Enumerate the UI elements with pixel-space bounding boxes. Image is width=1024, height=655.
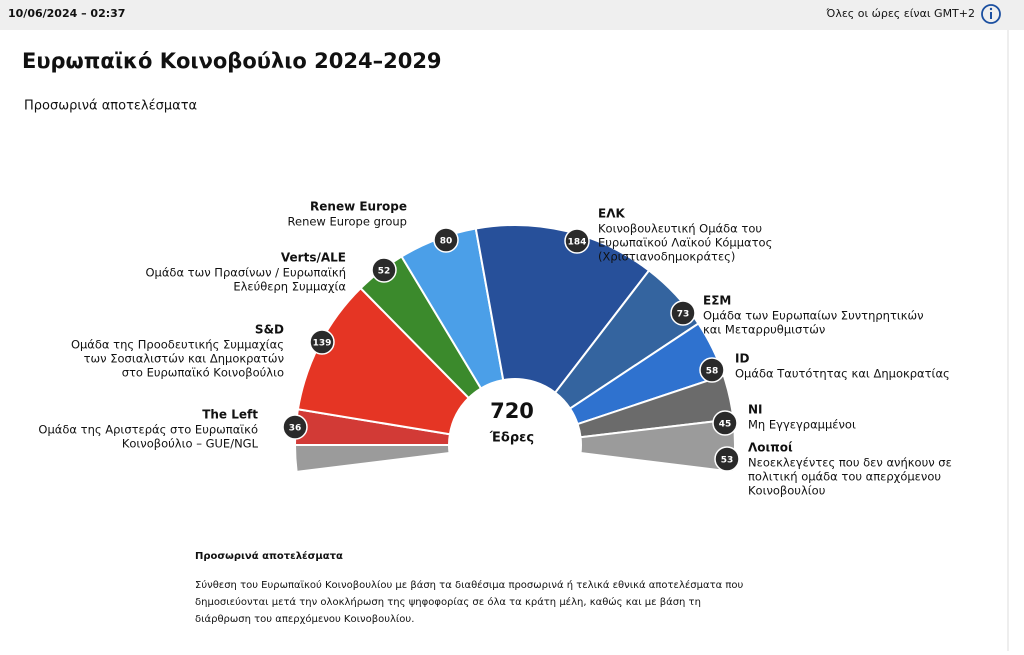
chart-title: Ευρωπαϊκό Κοινοβούλιο 2024–2029	[22, 49, 442, 73]
seat-count: 36	[289, 424, 302, 434]
seat-count: 58	[706, 367, 719, 377]
seat-wedge	[579, 417, 736, 473]
seat-wedge	[296, 286, 471, 436]
info-icon[interactable]	[981, 4, 1001, 24]
footer-title: Προσωρινά αποτελέσματα	[195, 550, 343, 562]
group-description: πολιτική ομάδα του απερχόμενου	[748, 470, 941, 484]
group-description: Ευρωπαϊκού Λαϊκού Κόμματος	[598, 236, 772, 250]
group-description: και Μεταρρυθμιστών	[703, 323, 825, 337]
seat-bubble	[433, 227, 459, 253]
seat-count: 73	[677, 310, 690, 320]
group-name: S&D	[255, 323, 284, 337]
seat-bubble	[699, 357, 725, 383]
group-name: Verts/ALE	[281, 251, 346, 265]
group-name: NI	[748, 403, 763, 417]
footer-line: Σύνθεση του Ευρωπαϊκού Κοινοβουλίου με β…	[195, 579, 743, 591]
seat-bubble	[282, 414, 308, 440]
group-description: Κοινοβούλιο – GUE/NGL	[122, 437, 259, 451]
seat-bubble	[670, 300, 696, 326]
group-description: Ομάδα της Αριστεράς στο Ευρωπαϊκό	[38, 423, 258, 437]
group-name: Renew Europe	[310, 200, 407, 214]
seat-count: 52	[378, 267, 391, 277]
total-seats: 720	[490, 399, 534, 423]
group-description: Ομάδα των Ευρωπαίων Συντηρητικών	[703, 309, 924, 323]
seat-count: 139	[313, 339, 332, 349]
top-bar	[0, 0, 1024, 30]
group-name: The Left	[202, 408, 258, 422]
group-name: Λοιποί	[748, 441, 793, 455]
seat-count: 45	[719, 420, 732, 430]
filler-wedge	[293, 444, 451, 473]
group-description: των Σοσιαλιστών και Δημοκρατών	[84, 352, 284, 366]
group-name: ΕΣΜ	[703, 294, 731, 308]
group-description: Ομάδα των Πρασίνων / Ευρωπαϊκή	[145, 266, 346, 280]
group-description: Νεοεκλεγέντες που δεν ανήκουν σε	[748, 456, 952, 470]
group-description: Κοινοβουλευτική Ομάδα του	[598, 222, 762, 236]
footer-text: Σύνθεση του Ευρωπαϊκού Κοινοβουλίου με β…	[195, 579, 743, 625]
group-name: ΕΛΚ	[598, 207, 625, 221]
seat-wedge	[474, 224, 651, 395]
seat-bubble	[714, 446, 740, 472]
group-description: Renew Europe group	[288, 215, 407, 229]
group-description: Ομάδα της Προοδευτικής Συμμαχίας	[71, 338, 284, 352]
group-description: Κοινοβουλίου	[748, 484, 825, 498]
group-name: ID	[735, 352, 749, 366]
group-description: Ομάδα Ταυτότητας και Δημοκρατίας	[735, 367, 950, 381]
chart-subtitle: Προσωρινά αποτελέσματα	[24, 99, 197, 114]
footer-line: διάρθρωση του απερχόμενου Κοινοβουλίου.	[195, 613, 414, 625]
group-description: στο Ευρωπαϊκό Κοινοβούλιο	[122, 366, 284, 380]
timezone: Όλες οι ώρες είναι GMT+2	[825, 7, 975, 20]
footer-line: δημοσιεύονται μετά την ολοκλήρωση της ψη…	[195, 596, 701, 608]
seat-count: 80	[440, 237, 453, 247]
group-description: Μη Εγγεγραμμένοι	[748, 418, 856, 432]
seat-count: 184	[568, 238, 587, 248]
seat-count: 53	[721, 456, 734, 466]
total-label: Έδρες	[489, 431, 534, 446]
seat-bubble	[564, 228, 590, 254]
group-description: (Χριστιανοδημοκράτες)	[598, 250, 735, 264]
seat-bubble	[309, 329, 335, 355]
seat-bubble	[371, 257, 397, 283]
seat-bubble	[712, 410, 738, 436]
timestamp: 10/06/2024 – 02:37	[8, 7, 125, 20]
group-description: Ελεύθερη Συμμαχία	[233, 280, 346, 294]
